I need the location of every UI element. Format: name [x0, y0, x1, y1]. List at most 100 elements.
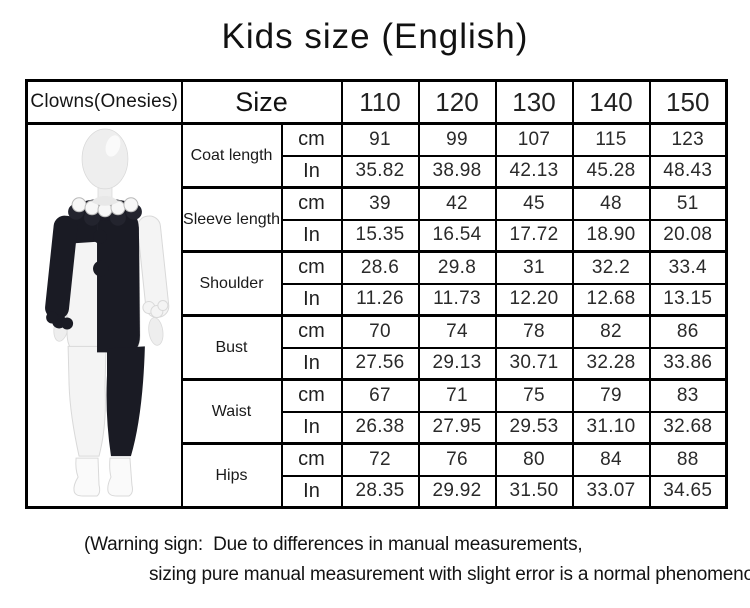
unit-cell: cm	[280, 378, 343, 413]
value-cell: 34.65	[648, 474, 728, 509]
value-cell: 123	[648, 122, 728, 157]
value-cell: 74	[417, 314, 497, 349]
value-cell: 27.56	[340, 346, 420, 381]
value-cell: 12.68	[571, 282, 651, 317]
product-name-header: Clowns(Onesies)	[25, 79, 183, 125]
value-cell: 45	[494, 186, 574, 221]
value-cell: 20.08	[648, 218, 728, 253]
value-cell: 29.13	[417, 346, 497, 381]
size-column-header: 120	[417, 79, 497, 125]
value-cell: 67	[340, 378, 420, 413]
value-cell: 27.95	[417, 410, 497, 445]
value-cell: 11.73	[417, 282, 497, 317]
value-cell: 82	[571, 314, 651, 349]
value-cell: 91	[340, 122, 420, 157]
value-cell: 11.26	[340, 282, 420, 317]
value-cell: 28.6	[340, 250, 420, 285]
table-row: In 28.35 29.92 31.50 33.07 34.65	[27, 474, 728, 509]
product-image-cell	[25, 122, 183, 509]
value-cell: 33.07	[571, 474, 651, 509]
unit-cell: In	[280, 474, 343, 509]
measurement-label: Hips	[180, 442, 283, 509]
value-cell: 70	[340, 314, 420, 349]
table-row: Coat length cm 91 99 107 115 123	[25, 122, 728, 509]
unit-cell: In	[280, 410, 343, 445]
warning-line-1: (Warning sign: Due to differences in man…	[84, 534, 583, 555]
value-cell: 28.35	[340, 474, 420, 509]
value-cell: 48.43	[648, 154, 728, 189]
value-cell: 32.68	[648, 410, 728, 445]
measurement-label: Waist	[180, 378, 283, 445]
value-cell: 35.82	[340, 154, 420, 189]
collar-ruffle	[67, 195, 142, 226]
value-cell: 12.20	[494, 282, 574, 317]
table-row: In 11.26 11.73 12.20 12.68 13.15	[27, 282, 728, 317]
measurement-label: Shoulder	[180, 250, 283, 317]
value-cell: 31.10	[571, 410, 651, 445]
size-column-header: 110	[340, 79, 420, 125]
value-cell: 18.90	[571, 218, 651, 253]
unit-cell: In	[280, 282, 343, 317]
table-row: In 15.35 16.54 17.72 18.90 20.08	[27, 218, 728, 253]
warning-line-2: sizing pure manual measurement with slig…	[149, 564, 750, 585]
value-cell: 15.35	[340, 218, 420, 253]
unit-cell: cm	[280, 122, 343, 157]
value-cell: 76	[417, 442, 497, 477]
value-cell: 99	[417, 122, 497, 157]
unit-cell: cm	[280, 186, 343, 221]
table-row: In 26.38 27.95 29.53 31.10 32.68	[27, 410, 728, 445]
page-title: Kids size (English)	[221, 17, 529, 56]
value-cell: 29.8	[417, 250, 497, 285]
clown-onesie-product-image	[44, 128, 170, 497]
value-cell: 32.2	[571, 250, 651, 285]
unit-cell: cm	[280, 314, 343, 349]
value-cell: 71	[417, 378, 497, 413]
value-cell: 16.54	[417, 218, 497, 253]
table-row: Waist cm 67 71 75 79 83	[27, 378, 728, 445]
value-cell: 79	[571, 378, 651, 413]
unit-cell: cm	[280, 250, 343, 285]
value-cell: 29.92	[417, 474, 497, 509]
table-row: Sleeve length cm 39 42 45 48 51	[27, 186, 728, 253]
value-cell: 17.72	[494, 218, 574, 253]
measurement-label: Bust	[180, 314, 283, 381]
value-cell: 48	[571, 186, 651, 221]
warning-note: (Warning sign: Due to differences in man…	[0, 530, 750, 590]
measurement-label: Sleeve length	[180, 186, 283, 253]
value-cell: 115	[571, 122, 651, 157]
table-row: Shoulder cm 28.6 29.8 31 32.2 33.4	[27, 250, 728, 317]
size-column-header: 150	[648, 79, 728, 125]
table-row: Hips cm 72 76 80 84 88	[27, 442, 728, 509]
size-chart-table: Clowns(Onesies) Size 110 120 130 140 150	[25, 79, 728, 509]
size-column-header: 140	[571, 79, 651, 125]
unit-cell: In	[280, 154, 343, 189]
value-cell: 38.98	[417, 154, 497, 189]
value-cell: 29.53	[494, 410, 574, 445]
value-cell: 84	[571, 442, 651, 477]
value-cell: 88	[648, 442, 728, 477]
size-header: Size	[180, 79, 343, 125]
measurement-label: Coat length	[180, 122, 283, 189]
value-cell: 32.28	[571, 346, 651, 381]
table-row: Bust cm 70 74 78 82 86	[27, 314, 728, 381]
value-cell: 42.13	[494, 154, 574, 189]
value-cell: 86	[648, 314, 728, 349]
value-cell: 26.38	[340, 410, 420, 445]
unit-cell: In	[280, 218, 343, 253]
unit-cell: In	[280, 346, 343, 381]
value-cell: 33.86	[648, 346, 728, 381]
size-chart-page: Kids size (English) Clowns(Onesies) Size…	[0, 12, 750, 608]
value-cell: 80	[494, 442, 574, 477]
value-cell: 51	[648, 186, 728, 221]
value-cell: 33.4	[648, 250, 728, 285]
value-cell: 107	[494, 122, 574, 157]
value-cell: 78	[494, 314, 574, 349]
value-cell: 31	[494, 250, 574, 285]
value-cell: 42	[417, 186, 497, 221]
value-cell: 30.71	[494, 346, 574, 381]
value-cell: 75	[494, 378, 574, 413]
table-header-row: Clowns(Onesies) Size 110 120 130 140 150	[25, 79, 728, 125]
value-cell: 83	[648, 378, 728, 413]
value-cell: 31.50	[494, 474, 574, 509]
value-cell: 39	[340, 186, 420, 221]
